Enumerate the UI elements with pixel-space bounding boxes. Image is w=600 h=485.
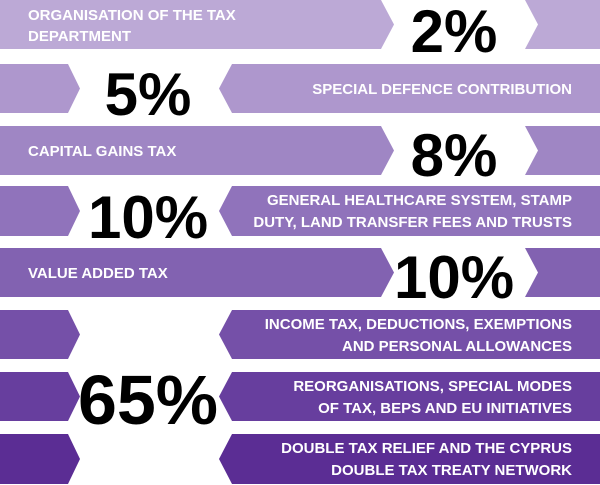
left-tab <box>0 64 80 113</box>
left-tab <box>0 372 80 421</box>
row-label: AND PERSONAL ALLOWANCES <box>342 338 572 355</box>
right-arrow-banner <box>219 310 600 359</box>
right-arrow-banner <box>219 64 600 113</box>
row-percentage: 2% <box>411 0 498 65</box>
right-arrow-banner <box>219 372 600 421</box>
row-label: VALUE ADDED TAX <box>28 265 168 282</box>
row-general-healthcare-stamp-duty: 10% GENERAL HEALTHCARE SYSTEM, STAMP DUT… <box>0 184 600 251</box>
row-reorganisations-special-modes: REORGANISATIONS, SPECIAL MODES OF TAX, B… <box>0 372 600 421</box>
right-tab <box>525 248 600 297</box>
row-label: OF TAX, BEPS AND EU INITIATIVES <box>318 400 572 417</box>
left-tab <box>0 186 80 236</box>
left-arrow-banner <box>0 126 394 175</box>
left-arrow-banner <box>0 248 394 297</box>
right-tab <box>525 0 600 49</box>
row-label: CAPITAL GAINS TAX <box>28 143 176 160</box>
group-percentage: 65% <box>78 361 218 439</box>
row-label: GENERAL HEALTHCARE SYSTEM, STAMP <box>267 192 572 209</box>
row-percentage: 8% <box>411 122 498 189</box>
row-label: INCOME TAX, DEDUCTIONS, EXEMPTIONS <box>265 316 572 333</box>
row-label: SPECIAL DEFENCE CONTRIBUTION <box>312 81 572 98</box>
right-arrow-banner <box>219 434 600 484</box>
row-double-tax-relief: DOUBLE TAX RELIEF AND THE CYPRUS DOUBLE … <box>0 434 600 484</box>
row-label: DUTY, LAND TRANSFER FEES AND TRUSTS <box>253 214 572 231</box>
row-label: DEPARTMENT <box>28 28 131 45</box>
row-label: DOUBLE TAX RELIEF AND THE CYPRUS <box>281 440 572 457</box>
row-special-defence-contribution: 5% SPECIAL DEFENCE CONTRIBUTION <box>0 61 600 128</box>
row-organisation-of-tax-department: ORGANISATION OF THE TAX DEPARTMENT 2% <box>0 0 600 65</box>
row-value-added-tax: VALUE ADDED TAX 10% <box>0 244 600 311</box>
row-capital-gains-tax: CAPITAL GAINS TAX 8% <box>0 122 600 189</box>
row-label: DOUBLE TAX TREATY NETWORK <box>331 462 572 479</box>
right-tab <box>525 126 600 175</box>
row-income-tax-deductions: INCOME TAX, DEDUCTIONS, EXEMPTIONS AND P… <box>0 310 600 359</box>
right-arrow-banner <box>219 186 600 236</box>
row-percentage: 10% <box>88 184 208 251</box>
row-percentage: 5% <box>105 61 192 128</box>
left-tab <box>0 434 80 484</box>
left-arrow-banner <box>0 0 394 49</box>
row-percentage: 10% <box>394 244 514 311</box>
left-tab <box>0 310 80 359</box>
row-label: REORGANISATIONS, SPECIAL MODES <box>293 378 572 395</box>
row-label: ORGANISATION OF THE TAX <box>28 7 236 24</box>
